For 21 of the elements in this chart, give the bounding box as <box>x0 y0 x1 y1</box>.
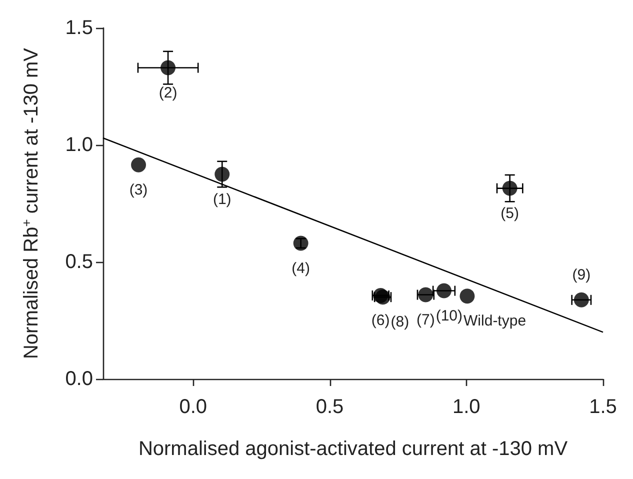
annotation: (10) <box>436 307 463 324</box>
y-axis-title: Normalised Rb+ current at -130 mV <box>19 47 42 360</box>
annotation: (4) <box>292 260 310 277</box>
y-tick-label: 0.0 <box>65 368 93 390</box>
annotation: (6) <box>371 312 390 329</box>
annotation: (1) <box>212 190 232 208</box>
x-axis-title: Normalised agonist-activated current at -130 mV <box>138 438 568 460</box>
annotation: (2) <box>158 84 178 102</box>
x-tick-label: 1.0 <box>452 396 480 418</box>
x-tick-label: 0.0 <box>179 396 208 418</box>
annotation: (7) <box>416 311 435 328</box>
annotation: Wild-type <box>464 312 526 330</box>
annotation: (5) <box>500 204 519 222</box>
annotation: (3) <box>129 181 148 198</box>
x-tick-label: 0.5 <box>316 396 344 418</box>
y-tick-label: 0.5 <box>65 251 93 273</box>
annotation: (8) <box>390 314 410 331</box>
annotation: (9) <box>572 266 591 284</box>
y-tick-label: 1.5 <box>65 17 93 39</box>
y-tick-label: 1.0 <box>65 134 93 156</box>
x-tick-label: 1.5 <box>589 396 617 418</box>
